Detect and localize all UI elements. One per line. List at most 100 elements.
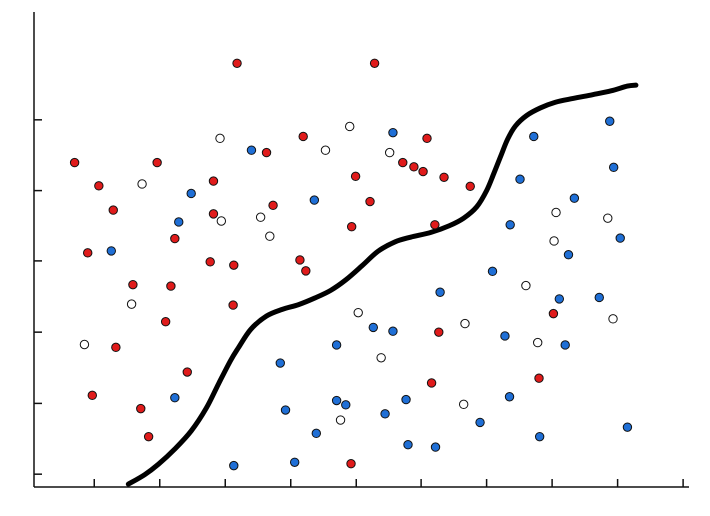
red-point <box>418 166 428 177</box>
blue-point <box>563 250 574 260</box>
decision-boundary-line <box>125 82 639 487</box>
blue-point <box>594 292 604 303</box>
red-point <box>534 373 544 383</box>
red-point <box>430 220 440 230</box>
blue-point <box>401 394 411 405</box>
red-point <box>143 431 154 442</box>
blue-point <box>554 294 565 304</box>
red-point <box>160 317 171 327</box>
blue-point <box>331 340 342 350</box>
open-point <box>532 337 543 348</box>
blue-point <box>500 331 510 341</box>
open-point <box>265 231 275 241</box>
red-point <box>426 378 437 388</box>
blue-point <box>608 162 619 173</box>
blue-point <box>311 428 322 439</box>
blue-point <box>505 220 515 230</box>
decision-boundary-layer <box>125 82 639 487</box>
red-point <box>409 162 419 172</box>
blue-point <box>622 422 633 432</box>
open-point <box>460 318 470 329</box>
red-point <box>465 181 475 192</box>
red-point <box>87 390 97 401</box>
red-point <box>205 257 215 267</box>
red-point <box>228 300 238 310</box>
red-point <box>166 281 176 291</box>
open-point <box>376 353 386 363</box>
red-point <box>422 133 432 144</box>
blue-point <box>529 131 539 142</box>
blue-point <box>569 193 580 203</box>
open-point <box>255 212 266 222</box>
red-point <box>94 181 104 191</box>
red-point <box>439 172 449 183</box>
blue-point <box>368 322 378 333</box>
red-point <box>152 157 162 168</box>
blue-point <box>275 358 285 368</box>
blue-point <box>435 287 445 297</box>
blue-point <box>534 431 545 442</box>
red-point <box>111 342 121 353</box>
open-point <box>458 399 469 410</box>
blue-point <box>106 246 116 256</box>
red-point <box>208 209 219 219</box>
blue-point <box>331 395 342 406</box>
red-point <box>295 255 305 265</box>
open-point <box>216 216 227 226</box>
red-point <box>548 308 559 319</box>
blue-point <box>504 392 515 402</box>
blue-point <box>309 195 320 205</box>
open-point <box>345 121 355 132</box>
red-point <box>369 58 380 68</box>
open-point <box>384 147 395 158</box>
red-point <box>232 58 242 68</box>
red-point <box>298 131 308 142</box>
red-point <box>128 279 138 290</box>
blue-point <box>605 116 615 126</box>
open-point <box>549 236 559 246</box>
open-point <box>79 339 90 350</box>
red-point <box>268 200 278 211</box>
red-point <box>170 233 180 244</box>
red-point <box>69 157 80 168</box>
open-point <box>353 307 363 318</box>
red-point <box>346 459 356 469</box>
open-point <box>551 207 561 218</box>
red-point <box>350 171 361 182</box>
blue-point <box>403 440 413 450</box>
blue-point <box>475 417 485 428</box>
axes <box>33 12 689 488</box>
blue-point <box>186 188 196 199</box>
red-point <box>365 196 375 207</box>
blue-point <box>487 266 498 277</box>
blue-point <box>246 145 257 155</box>
red-point <box>208 176 219 186</box>
red-point <box>136 403 146 414</box>
red-point <box>261 147 272 158</box>
open-point <box>335 415 346 425</box>
blue-point <box>430 442 441 452</box>
blue-point <box>229 460 239 471</box>
blue-point <box>170 393 180 403</box>
open-point <box>215 133 225 144</box>
blue-point <box>380 409 390 419</box>
open-point <box>603 213 613 223</box>
open-point <box>137 179 147 189</box>
red-point <box>346 222 357 232</box>
blue-point <box>615 233 625 243</box>
open-point <box>320 145 331 155</box>
blue-point <box>289 457 300 467</box>
red-point <box>229 260 239 270</box>
red-point <box>182 367 192 377</box>
red-point <box>434 327 444 337</box>
open-point <box>521 280 531 291</box>
blue-point <box>388 127 398 138</box>
red-point <box>83 248 93 258</box>
blue-point <box>174 217 184 227</box>
open-point <box>126 299 137 309</box>
blue-point <box>388 326 398 336</box>
blue-point <box>560 340 570 350</box>
red-point <box>398 157 408 168</box>
